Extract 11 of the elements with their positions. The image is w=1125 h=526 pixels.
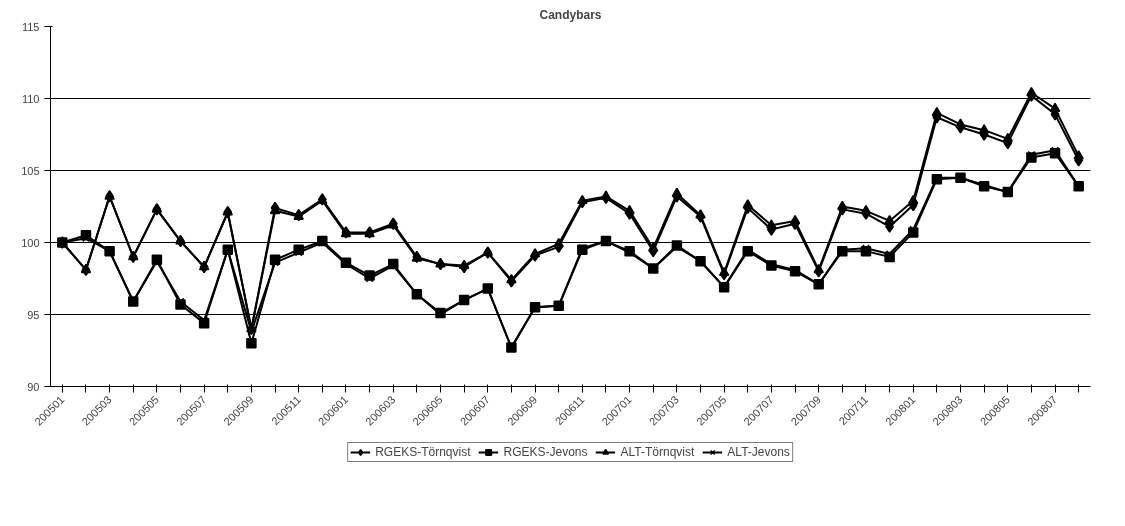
y-tick-label: 90 <box>27 380 40 393</box>
chart-title: Candybars <box>539 7 602 22</box>
y-tick-label: 115 <box>21 20 40 33</box>
legend-label: ALT-Törnqvist <box>620 445 695 459</box>
legend-label: ALT-Jevons <box>727 445 790 459</box>
y-tick-label: 105 <box>21 164 40 177</box>
legend-label: RGEKS-Jevons <box>503 445 588 459</box>
y-tick-label: 100 <box>21 236 40 249</box>
y-tick-label: 110 <box>21 92 40 105</box>
legend-label: RGEKS-Törnqvist <box>375 445 471 459</box>
y-tick-label: 95 <box>27 308 40 321</box>
